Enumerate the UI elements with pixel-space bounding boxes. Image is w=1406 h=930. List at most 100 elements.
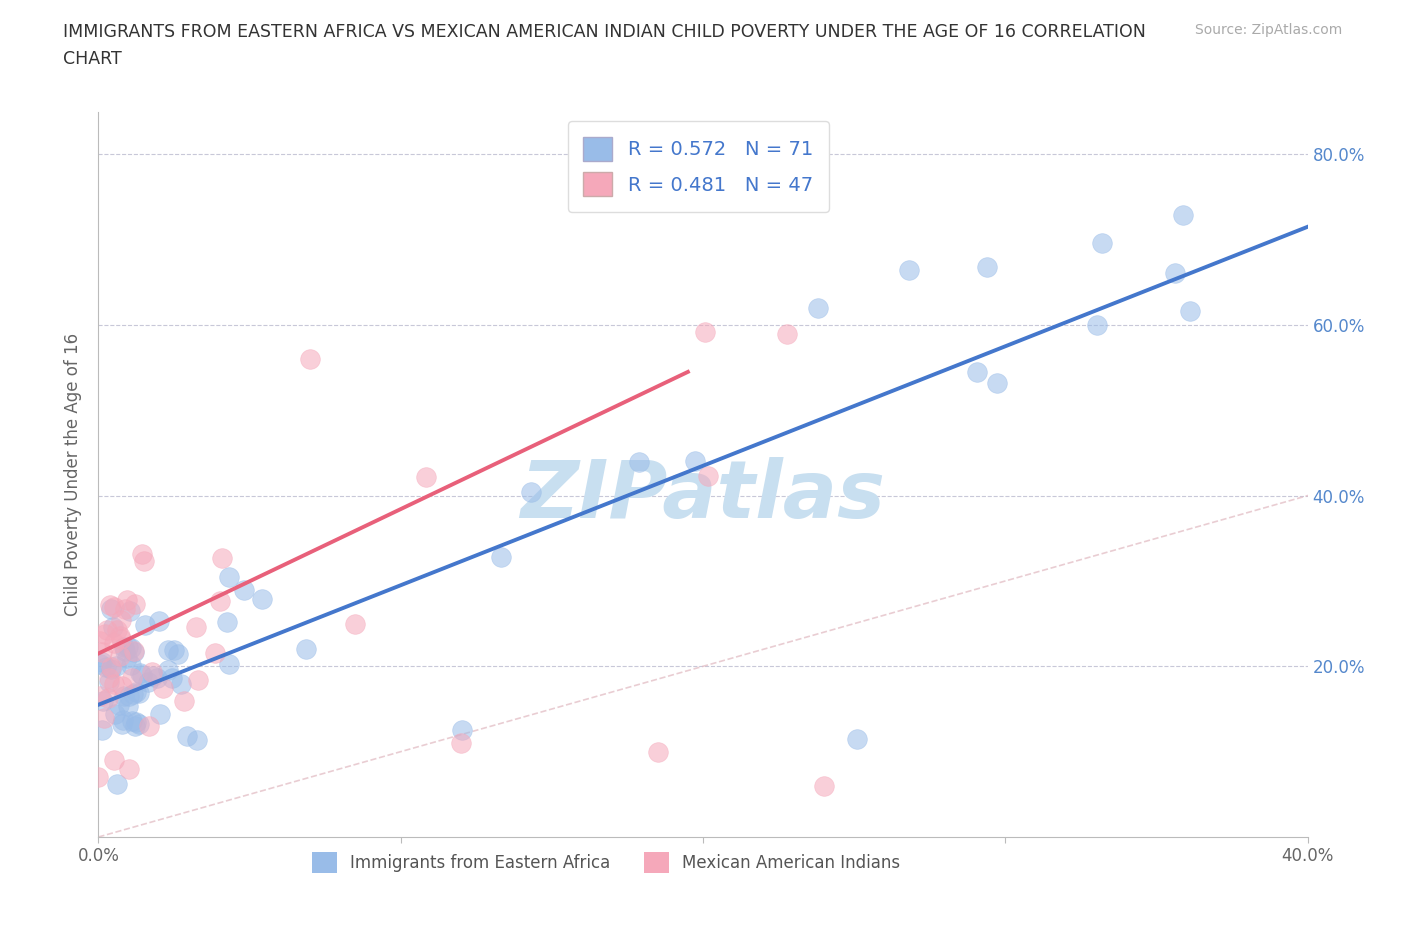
Point [184, 619, 207, 634]
Point [125, 715, 148, 730]
Point [112, 688, 135, 703]
Point [110, 613, 132, 628]
Point [105, 658, 128, 673]
Point [295, 642, 318, 657]
Point [101, 619, 124, 634]
Point [204, 645, 226, 660]
Point [138, 675, 160, 690]
Point [121, 713, 143, 728]
Point [131, 546, 153, 561]
Point [114, 644, 136, 658]
Point [98, 674, 121, 689]
Point [108, 698, 131, 712]
Point [124, 719, 146, 734]
Point [103, 636, 125, 651]
Point [1091, 236, 1114, 251]
Point [89, 633, 111, 648]
Point [647, 744, 669, 759]
Point [693, 325, 716, 339]
Point [986, 375, 1008, 390]
Point [807, 300, 830, 315]
Point [176, 728, 198, 743]
Point [976, 259, 998, 274]
Point [173, 694, 195, 709]
Point [122, 644, 145, 659]
Point [966, 365, 988, 379]
Point [118, 762, 141, 777]
Point [104, 707, 127, 722]
Point [89, 657, 111, 671]
Point [103, 677, 125, 692]
Point [96, 659, 118, 674]
Point [112, 640, 135, 655]
Point [211, 551, 233, 565]
Point [91, 655, 114, 670]
Point [93, 711, 115, 725]
Point [96, 622, 118, 637]
Point [120, 641, 142, 656]
Point [145, 671, 167, 685]
Point [138, 719, 160, 734]
Point [208, 593, 231, 608]
Point [696, 469, 718, 484]
Point [1085, 317, 1108, 332]
Point [117, 640, 139, 655]
Text: IMMIGRANTS FROM EASTERN AFRICA VS MEXICAN AMERICAN INDIAN CHILD POVERTY UNDER TH: IMMIGRANTS FROM EASTERN AFRICA VS MEXICA… [63, 23, 1146, 68]
Point [89, 688, 111, 703]
Point [163, 643, 186, 658]
Point [103, 752, 125, 767]
Point [344, 617, 367, 631]
Point [97, 671, 120, 685]
Point [103, 600, 125, 615]
Point [491, 550, 513, 565]
Point [187, 672, 209, 687]
Point [118, 688, 141, 703]
Text: Source: ZipAtlas.com: Source: ZipAtlas.com [1195, 23, 1343, 37]
Y-axis label: Child Poverty Under the Age of 16: Child Poverty Under the Age of 16 [65, 333, 83, 616]
Point [87, 770, 110, 785]
Point [125, 685, 148, 700]
Point [157, 662, 180, 677]
Point [110, 631, 132, 646]
Point [250, 591, 273, 606]
Point [105, 777, 128, 791]
Point [299, 352, 322, 366]
Point [108, 629, 131, 644]
Point [846, 731, 869, 746]
Point [128, 717, 150, 732]
Point [100, 661, 122, 676]
Point [451, 723, 474, 737]
Point [128, 685, 150, 700]
Legend: Immigrants from Eastern Africa, Mexican American Indians: Immigrants from Eastern Africa, Mexican … [305, 845, 907, 880]
Text: ZIPatlas: ZIPatlas [520, 457, 886, 535]
Point [1164, 265, 1187, 280]
Point [132, 554, 155, 569]
Point [124, 596, 146, 611]
Point [450, 736, 472, 751]
Point [160, 671, 183, 686]
Point [148, 614, 170, 629]
Point [233, 582, 256, 597]
Point [120, 658, 142, 672]
Point [131, 668, 153, 683]
Point [683, 454, 706, 469]
Point [105, 622, 128, 637]
Point [100, 659, 122, 674]
Point [218, 657, 240, 671]
Point [141, 664, 163, 679]
Point [149, 707, 172, 722]
Point [156, 643, 179, 658]
Point [627, 455, 650, 470]
Point [117, 650, 139, 665]
Point [117, 698, 139, 713]
Point [520, 485, 543, 499]
Point [186, 733, 208, 748]
Point [118, 604, 141, 618]
Point [1180, 303, 1202, 318]
Point [217, 615, 239, 630]
Point [111, 678, 134, 693]
Point [170, 677, 193, 692]
Point [114, 602, 136, 617]
Point [91, 723, 114, 737]
Point [167, 646, 190, 661]
